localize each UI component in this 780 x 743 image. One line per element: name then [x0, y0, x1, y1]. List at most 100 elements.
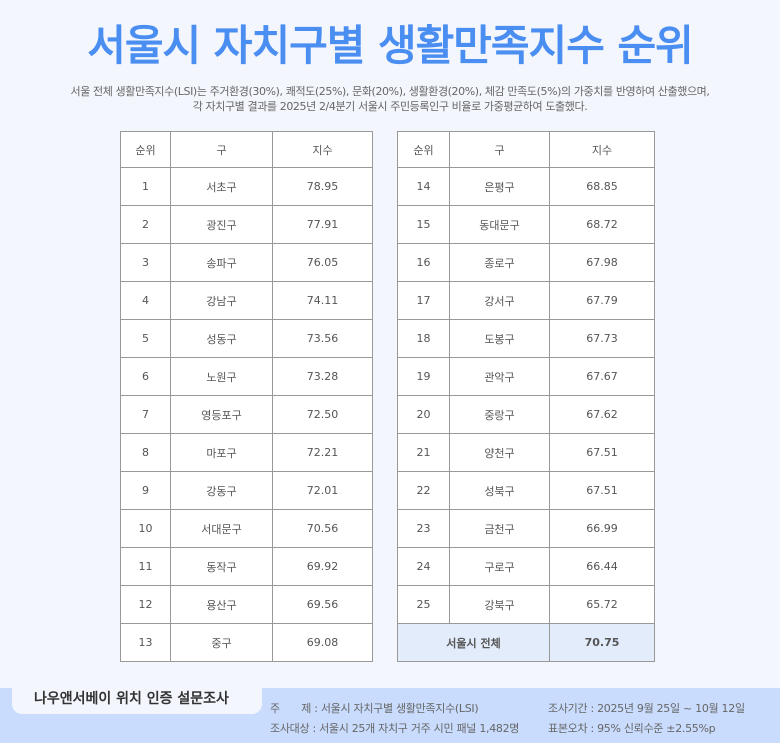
index-cell: 66.44 — [549, 547, 655, 586]
header-rank: 순위 — [397, 131, 450, 168]
survey-period: 조사기간 : 2025년 9월 25일 ~ 10월 12일 — [548, 702, 745, 715]
header-index: 지수 — [549, 131, 655, 168]
district-cell: 성북구 — [449, 471, 550, 510]
index-cell: 67.67 — [549, 357, 655, 396]
table-row: 12 용산구 69.56 — [120, 585, 373, 624]
rank-cell: 18 — [397, 319, 450, 358]
district-cell: 강동구 — [170, 471, 273, 510]
table-row: 8 마포구 72.21 — [120, 433, 373, 472]
rank-cell: 13 — [120, 623, 171, 662]
header-district: 구 — [170, 131, 273, 168]
rank-cell: 6 — [120, 357, 171, 396]
index-cell: 68.85 — [549, 167, 655, 206]
index-cell: 76.05 — [272, 243, 373, 282]
index-cell: 69.08 — [272, 623, 373, 662]
rank-cell: 4 — [120, 281, 171, 320]
district-cell: 구로구 — [449, 547, 550, 586]
header-index: 지수 — [272, 131, 373, 168]
index-cell: 69.92 — [272, 547, 373, 586]
index-cell: 68.72 — [549, 205, 655, 244]
rank-cell: 9 — [120, 471, 171, 510]
district-cell: 동대문구 — [449, 205, 550, 244]
index-cell: 67.73 — [549, 319, 655, 358]
header-rank: 순위 — [120, 131, 171, 168]
table-row: 19 관악구 67.67 — [397, 357, 655, 396]
survey-error: 표본오차 : 95% 신뢰수준 ±2.55%p — [548, 722, 716, 735]
rank-cell: 7 — [120, 395, 171, 434]
index-cell: 74.11 — [272, 281, 373, 320]
header-district: 구 — [449, 131, 550, 168]
index-cell: 73.28 — [272, 357, 373, 396]
index-cell: 67.98 — [549, 243, 655, 282]
rank-cell: 22 — [397, 471, 450, 510]
district-cell: 광진구 — [170, 205, 273, 244]
index-cell: 69.56 — [272, 585, 373, 624]
table-row: 7 영등포구 72.50 — [120, 395, 373, 434]
district-cell: 서초구 — [170, 167, 273, 206]
district-cell: 동작구 — [170, 547, 273, 586]
survey-topic: 주 제 : 서울시 자치구별 생활만족지수(LSI) — [270, 702, 479, 715]
table-row: 5 성동구 73.56 — [120, 319, 373, 358]
table-row: 18 도봉구 67.73 — [397, 319, 655, 358]
index-cell: 66.99 — [549, 509, 655, 548]
table-row: 20 중랑구 67.62 — [397, 395, 655, 434]
description-line: 서울 전체 생활만족지수(LSI)는 주거환경(30%), 쾌적도(25%), … — [70, 85, 710, 98]
table-row: 14 은평구 68.85 — [397, 167, 655, 206]
table-row: 13 중구 69.08 — [120, 623, 373, 662]
index-cell: 67.79 — [549, 281, 655, 320]
rank-cell: 10 — [120, 509, 171, 548]
rank-cell: 19 — [397, 357, 450, 396]
district-cell: 금천구 — [449, 509, 550, 548]
index-cell: 77.91 — [272, 205, 373, 244]
table-row: 21 양천구 67.51 — [397, 433, 655, 472]
district-cell: 송파구 — [170, 243, 273, 282]
index-cell: 72.01 — [272, 471, 373, 510]
rank-cell: 8 — [120, 433, 171, 472]
description: 서울 전체 생활만족지수(LSI)는 주거환경(30%), 쾌적도(25%), … — [0, 84, 780, 114]
table-row: 3 송파구 76.05 — [120, 243, 373, 282]
district-cell: 용산구 — [170, 585, 273, 624]
table-row: 23 금천구 66.99 — [397, 509, 655, 548]
description-line: 각 자치구별 결과를 2025년 2/4분기 서울시 주민등록인구 비율로 가중… — [192, 100, 588, 113]
table-row: 25 강북구 65.72 — [397, 585, 655, 624]
table-row: 6 노원구 73.28 — [120, 357, 373, 396]
table-row: 1 서초구 78.95 — [120, 167, 373, 206]
district-cell: 중랑구 — [449, 395, 550, 434]
index-cell: 78.95 — [272, 167, 373, 206]
rank-cell: 3 — [120, 243, 171, 282]
table-row: 17 강서구 67.79 — [397, 281, 655, 320]
district-cell: 양천구 — [449, 433, 550, 472]
rank-cell: 17 — [397, 281, 450, 320]
rank-cell: 1 — [120, 167, 171, 206]
rank-cell: 24 — [397, 547, 450, 586]
district-cell: 노원구 — [170, 357, 273, 396]
rank-cell: 16 — [397, 243, 450, 282]
table-row: 16 종로구 67.98 — [397, 243, 655, 282]
district-cell: 은평구 — [449, 167, 550, 206]
rank-cell: 14 — [397, 167, 450, 206]
table-row: 9 강동구 72.01 — [120, 471, 373, 510]
district-cell: 중구 — [170, 623, 273, 662]
index-cell: 72.50 — [272, 395, 373, 434]
rank-cell: 2 — [120, 205, 171, 244]
district-cell: 종로구 — [449, 243, 550, 282]
district-cell: 강북구 — [449, 585, 550, 624]
index-cell: 73.56 — [272, 319, 373, 358]
index-cell: 67.51 — [549, 471, 655, 510]
district-cell: 영등포구 — [170, 395, 273, 434]
table-row: 2 광진구 77.91 — [120, 205, 373, 244]
survey-source: 나우앤서베이 위치 인증 설문조사 — [12, 680, 262, 714]
district-cell: 강서구 — [449, 281, 550, 320]
district-cell: 관악구 — [449, 357, 550, 396]
ranking-table-right: 순위 구 지수 14 은평구 68.85 15 동대문구 68.72 16 종로구 67.98 17 강… — [397, 131, 655, 662]
table-row: 24 구로구 66.44 — [397, 547, 655, 586]
table-row: 4 강남구 74.11 — [120, 281, 373, 320]
rank-cell: 23 — [397, 509, 450, 548]
table-row: 11 동작구 69.92 — [120, 547, 373, 586]
rank-cell: 20 — [397, 395, 450, 434]
rank-cell: 11 — [120, 547, 171, 586]
table-row: 10 서대문구 70.56 — [120, 509, 373, 548]
table-row: 15 동대문구 68.72 — [397, 205, 655, 244]
district-cell: 도봉구 — [449, 319, 550, 358]
rank-cell: 21 — [397, 433, 450, 472]
